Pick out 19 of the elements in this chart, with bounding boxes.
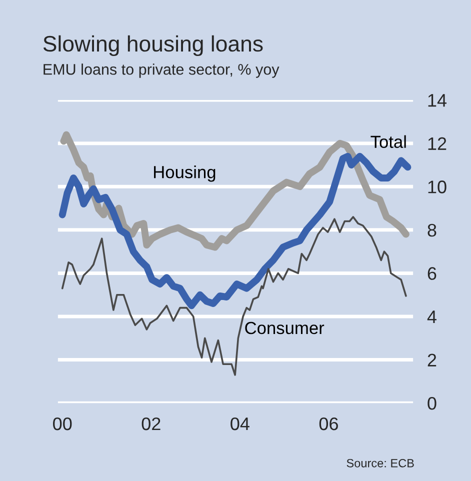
line-series: [61, 216, 407, 376]
y-tick-label: 0: [428, 397, 436, 410]
text: Housing: [154, 166, 216, 182]
y-tick-label: 6: [428, 267, 436, 280]
series-label: Total: [370, 135, 406, 148]
y-tick-label: 10: [428, 180, 446, 194]
y-tick-label: 8: [428, 224, 436, 237]
chart-subtitle: EMU loans to private sector, % yoy: [44, 64, 280, 78]
y-tick-label: 12: [428, 137, 446, 150]
series-label: Consumer: [245, 322, 324, 334]
x-tick-label: 04: [230, 417, 250, 430]
y-tick-label: 4: [427, 310, 436, 324]
y-tick-label: 2: [428, 354, 436, 366]
source-note: Source: ECB: [346, 458, 414, 468]
y-tick-label: 14: [428, 94, 447, 107]
x-tick-label: 00: [53, 417, 72, 430]
chart-title: Slowing housing loans: [43, 35, 263, 56]
x-tick-label: 02: [142, 417, 160, 430]
x-tick-label: 06: [319, 417, 338, 430]
